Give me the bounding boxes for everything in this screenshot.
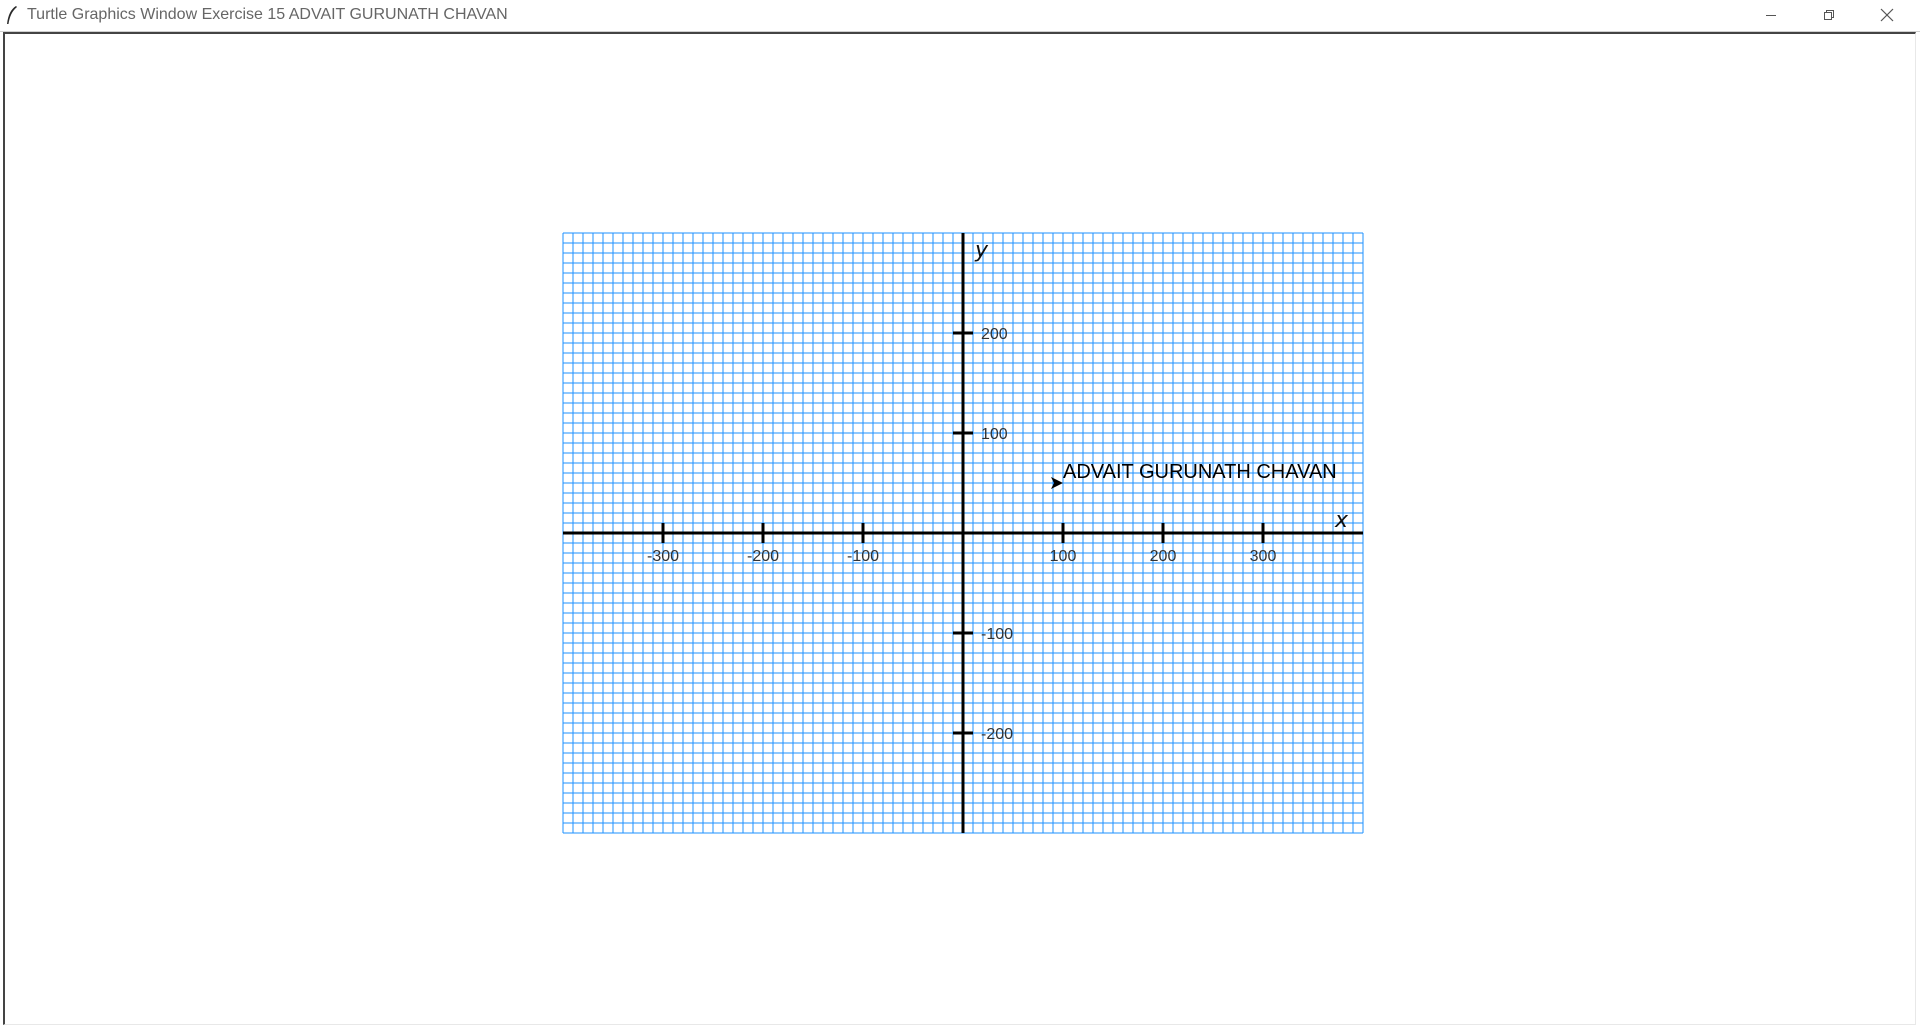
- restore-icon: [1824, 10, 1834, 20]
- y-axis-label: y: [974, 238, 989, 263]
- close-button[interactable]: [1858, 0, 1916, 30]
- window-title: Turtle Graphics Window Exercise 15 ADVAI…: [27, 6, 508, 23]
- turtle-canvas-area[interactable]: [0, 32, 1920, 1030]
- y-tick-label: -100: [981, 626, 1013, 643]
- y-tick-label: -200: [981, 726, 1013, 743]
- x-tick-label: -100: [847, 548, 879, 565]
- y-tick-label: 100: [981, 426, 1008, 443]
- x-axis-label: x: [1334, 508, 1349, 533]
- close-icon: [1880, 8, 1894, 22]
- restore-button[interactable]: [1800, 0, 1858, 30]
- minimize-button[interactable]: [1742, 0, 1800, 30]
- x-tick-label: 300: [1250, 548, 1277, 565]
- title-bar[interactable]: Turtle Graphics Window Exercise 15 ADVAI…: [0, 0, 1920, 32]
- x-tick-label: -300: [647, 548, 679, 565]
- y-tick-label: 200: [981, 326, 1008, 343]
- minimize-icon: [1766, 15, 1776, 16]
- x-tick-label: 100: [1050, 548, 1077, 565]
- turtle-arrow-icon: [1051, 477, 1063, 489]
- x-tick-label: -200: [747, 548, 779, 565]
- canvas-border: [3, 32, 1916, 1025]
- feather-icon: [7, 6, 17, 24]
- written-name-label: ADVAIT GURUNATH CHAVAN: [1063, 461, 1337, 483]
- x-tick-label: 200: [1150, 548, 1177, 565]
